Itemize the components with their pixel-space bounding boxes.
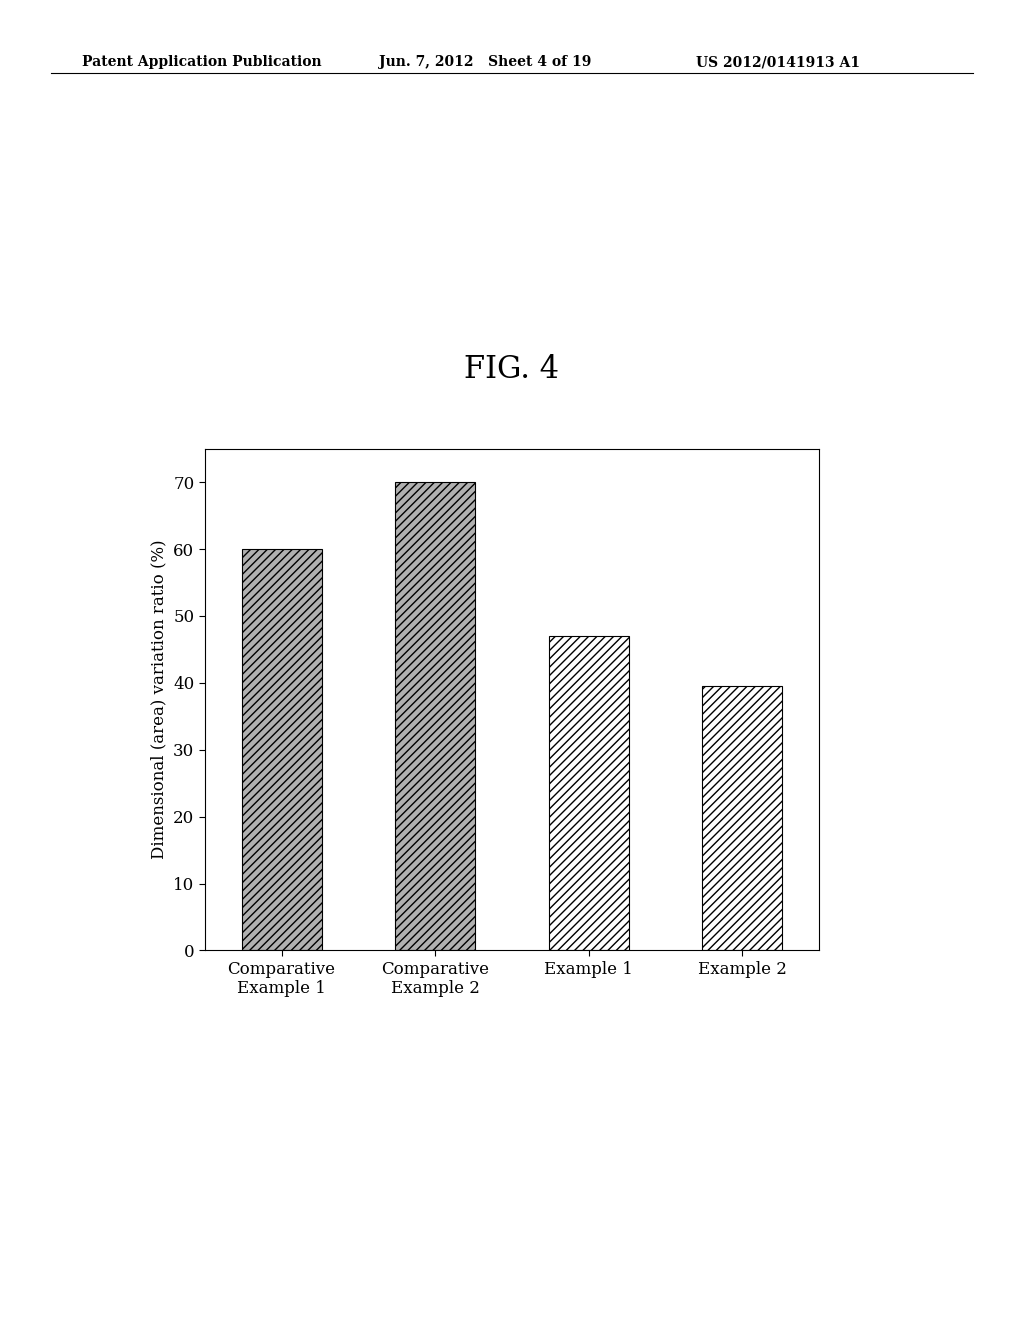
Text: US 2012/0141913 A1: US 2012/0141913 A1 <box>696 55 860 70</box>
Bar <box>242 549 322 950</box>
Y-axis label: Dimensional (area) variation ratio (%): Dimensional (area) variation ratio (%) <box>151 540 168 859</box>
Text: Jun. 7, 2012   Sheet 4 of 19: Jun. 7, 2012 Sheet 4 of 19 <box>379 55 591 70</box>
Text: Patent Application Publication: Patent Application Publication <box>82 55 322 70</box>
Text: FIG. 4: FIG. 4 <box>465 354 559 385</box>
Bar <box>549 636 629 950</box>
Bar <box>395 482 475 950</box>
Bar <box>702 686 782 950</box>
